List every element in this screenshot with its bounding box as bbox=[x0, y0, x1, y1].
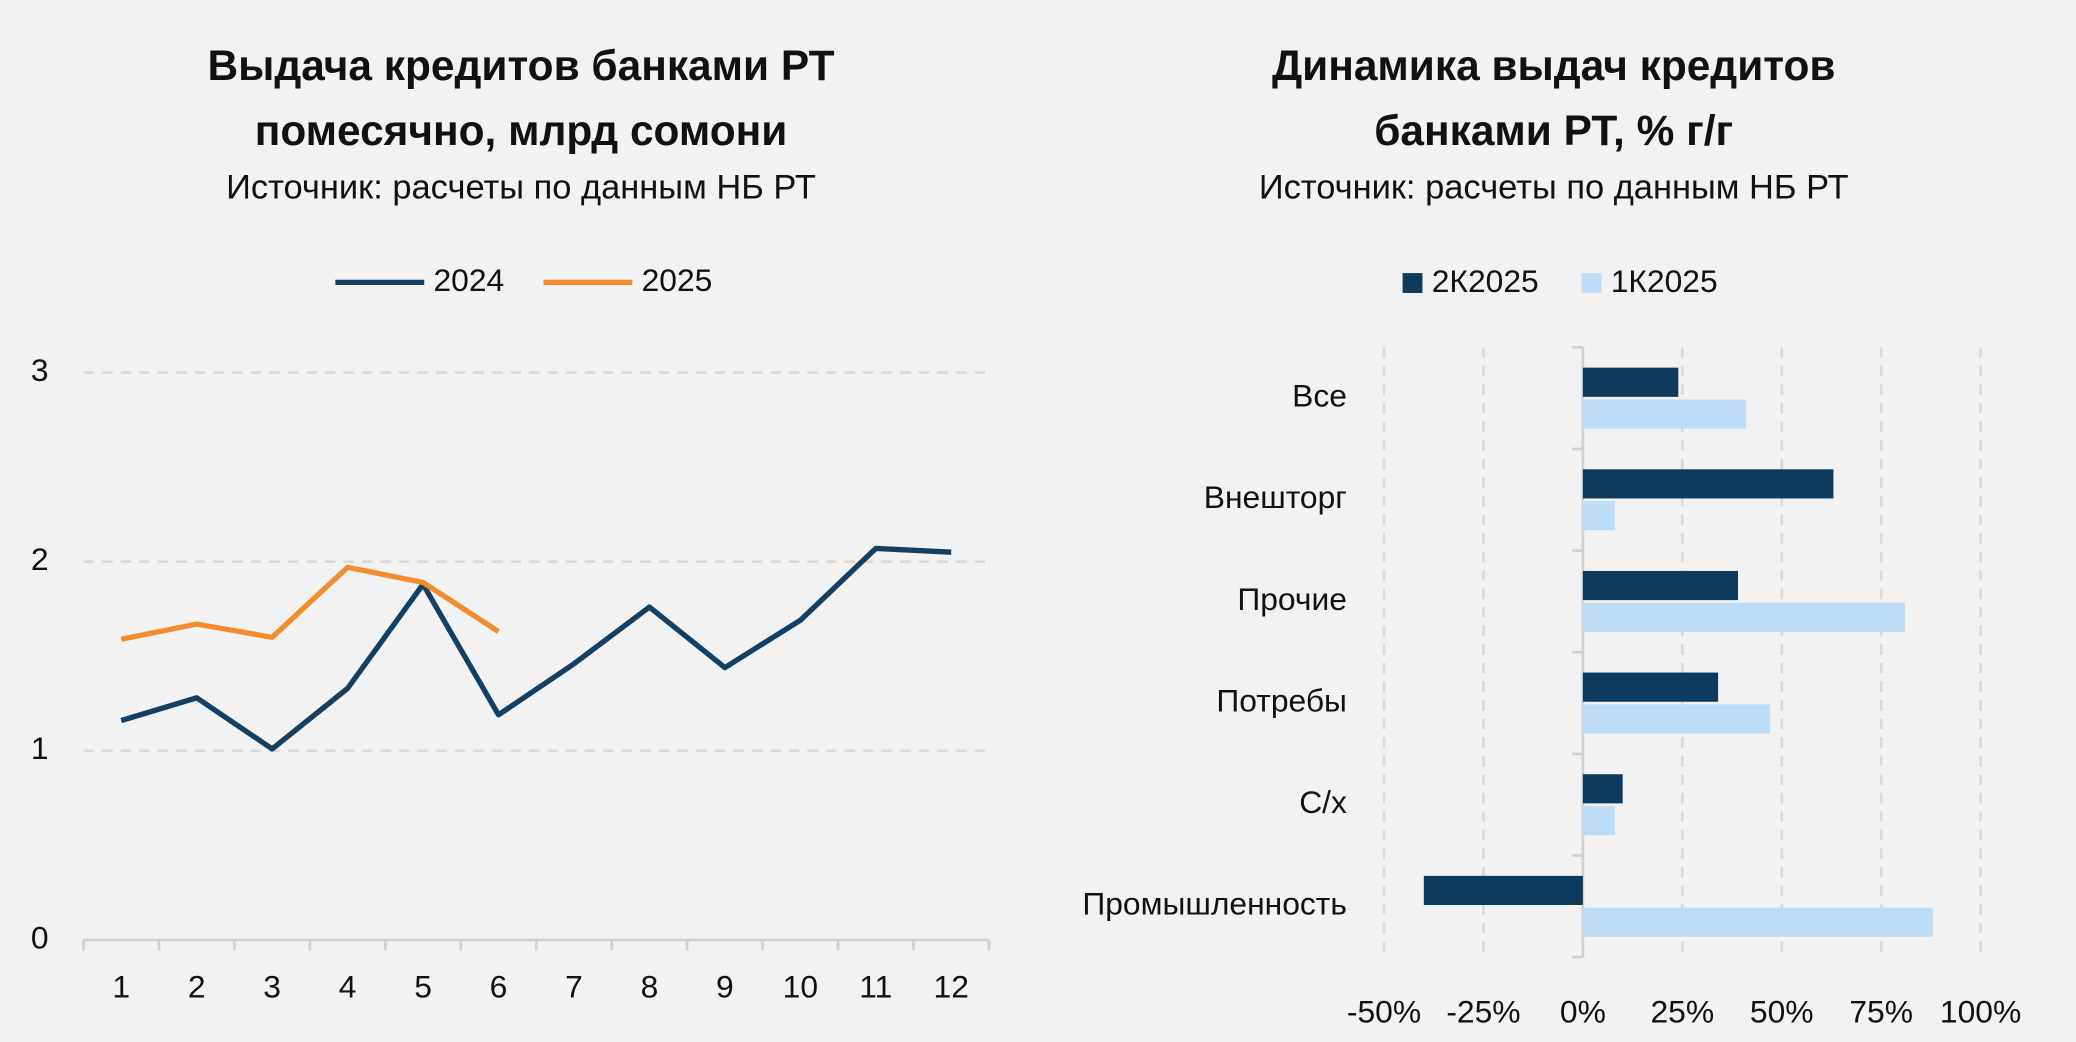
y-tick-label: 3 bbox=[31, 352, 49, 388]
chart-subtitle: Источник: расчеты по данным НБ РТ bbox=[1259, 169, 1849, 207]
y-tick-label: Прочие bbox=[1237, 581, 1347, 617]
bar bbox=[1582, 570, 1738, 601]
legend-label: 2024 bbox=[434, 262, 505, 298]
y-tick-label: Потребы bbox=[1216, 682, 1346, 718]
x-tick-label: 9 bbox=[716, 968, 734, 1004]
bar bbox=[1582, 399, 1746, 429]
x-tick-label: 7 bbox=[565, 968, 583, 1004]
bar bbox=[1582, 704, 1770, 734]
x-tick-label: 5 bbox=[414, 968, 432, 1004]
legend-label: 2025 bbox=[642, 262, 713, 298]
chart-title: Выдача кредитов банками РТ bbox=[208, 42, 835, 89]
x-tick-label: 0% bbox=[1560, 994, 1606, 1030]
x-tick-label: 50% bbox=[1750, 994, 1814, 1030]
x-tick-label: 6 bbox=[490, 968, 508, 1004]
bar bbox=[1582, 367, 1679, 397]
bar bbox=[1582, 672, 1719, 702]
y-tick-label: Промышленность bbox=[1082, 886, 1347, 922]
data-line bbox=[120, 545, 952, 752]
x-tick-label: 3 bbox=[263, 968, 281, 1004]
bar bbox=[1582, 774, 1623, 804]
chart-title: помесячно, млрд сомони bbox=[255, 107, 788, 154]
x-tick-label: 75% bbox=[1849, 994, 1913, 1030]
bar bbox=[1582, 806, 1615, 836]
x-tick-label: 10 bbox=[783, 968, 818, 1004]
x-tick-label: 8 bbox=[641, 968, 659, 1004]
y-tick-label: 0 bbox=[31, 919, 49, 955]
bar bbox=[1582, 907, 1933, 937]
x-tick-label: 12 bbox=[934, 968, 969, 1004]
legend-swatch bbox=[1581, 273, 1602, 293]
bar bbox=[1582, 602, 1906, 632]
x-tick-label: -50% bbox=[1347, 994, 1421, 1030]
y-tick-label: 2 bbox=[31, 541, 49, 577]
data-line bbox=[120, 564, 500, 642]
legend-label: 1К2025 bbox=[1611, 263, 1718, 299]
x-tick-label: 25% bbox=[1650, 994, 1714, 1030]
bar bbox=[1582, 469, 1834, 499]
legend-swatch bbox=[1402, 273, 1423, 293]
x-tick-label: 4 bbox=[339, 968, 357, 1004]
y-tick-label: Все bbox=[1292, 378, 1347, 414]
bar bbox=[1423, 875, 1583, 906]
chart-subtitle: Источник: расчеты по данным НБ РТ bbox=[226, 169, 816, 207]
y-tick-label: Внешторг bbox=[1204, 479, 1347, 515]
x-tick-label: 2 bbox=[188, 968, 206, 1004]
y-tick-label: 1 bbox=[31, 730, 49, 766]
bar bbox=[1582, 501, 1615, 531]
x-tick-label: 100% bbox=[1940, 994, 2021, 1030]
chart-title: Динамика выдач кредитов bbox=[1272, 42, 1836, 89]
chart-title: банками РТ, % г/г bbox=[1374, 107, 1733, 154]
y-tick-label: С/х bbox=[1299, 784, 1347, 820]
x-tick-label: 1 bbox=[112, 968, 130, 1004]
x-tick-label: -25% bbox=[1446, 994, 1520, 1030]
x-tick-label: 11 bbox=[859, 968, 892, 1004]
legend-label: 2К2025 bbox=[1432, 263, 1539, 299]
